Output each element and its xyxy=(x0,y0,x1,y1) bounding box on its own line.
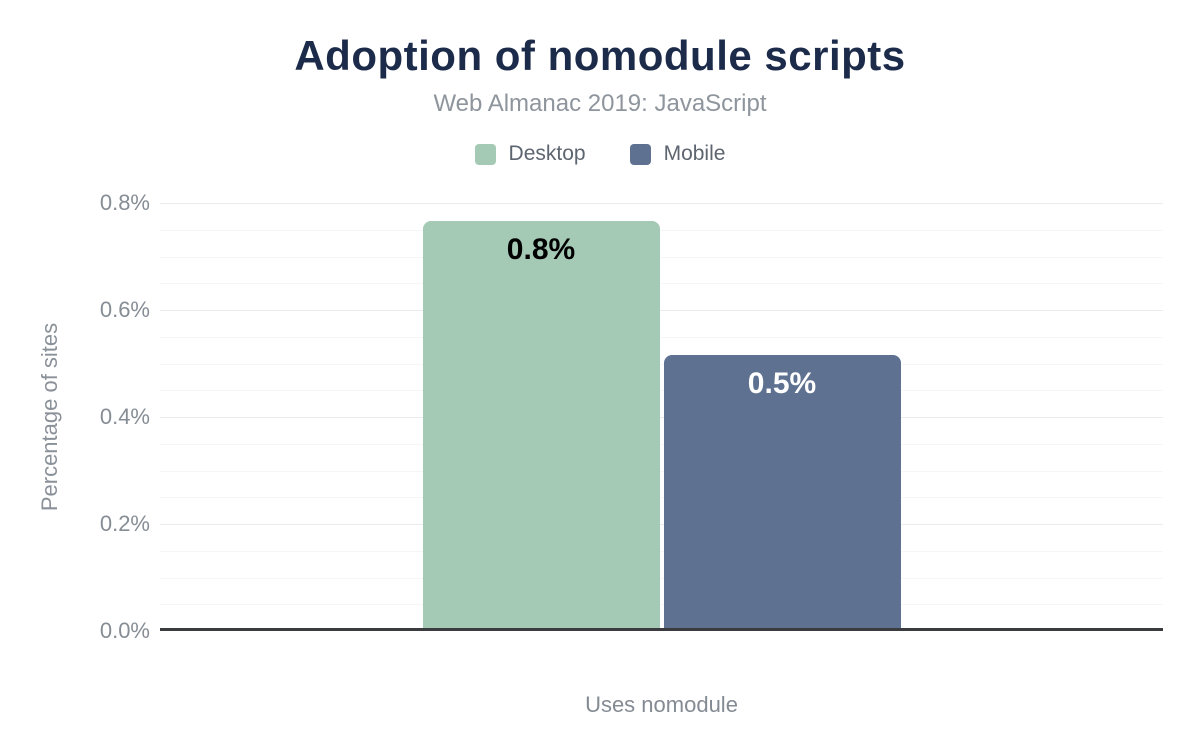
chart-subtitle: Web Almanac 2019: JavaScript xyxy=(433,90,767,117)
x-axis-title: Uses nomodule xyxy=(585,692,738,717)
chart-title: Adoption of nomodule scripts xyxy=(294,32,906,79)
legend-label-mobile: Mobile xyxy=(663,142,726,165)
major-gridline xyxy=(160,203,1163,204)
major-gridline xyxy=(160,417,1163,418)
minor-gridline xyxy=(160,604,1163,606)
desktop-swatch-icon xyxy=(474,143,496,165)
legend-item-mobile[interactable]: Mobile xyxy=(629,142,726,166)
mobile-swatch-icon xyxy=(629,143,651,165)
minor-gridline xyxy=(160,443,1163,445)
minor-gridline xyxy=(160,256,1163,258)
plot-area: 0.8% 0.5% xyxy=(160,203,1163,631)
y-axis-tick-labels: 0.8% 0.6% 0.4% 0.2% 0.0% xyxy=(0,190,150,643)
major-gridline xyxy=(160,524,1163,525)
minor-gridline xyxy=(160,497,1163,499)
bar-mobile[interactable]: 0.5% xyxy=(663,355,901,628)
bar-data-label: 0.5% xyxy=(747,367,817,400)
bar-data-label: 0.8% xyxy=(506,233,576,266)
legend: Desktop Mobile xyxy=(0,142,1200,166)
minor-gridline xyxy=(160,363,1163,365)
minor-gridline xyxy=(160,550,1163,552)
y-tick-label: 0.4% xyxy=(99,404,150,429)
bar-desktop[interactable]: 0.8% xyxy=(422,221,660,628)
minor-gridline xyxy=(160,283,1163,285)
minor-gridline xyxy=(160,229,1163,231)
minor-gridline xyxy=(160,336,1163,338)
minor-gridline xyxy=(160,390,1163,392)
y-tick-label: 0.0% xyxy=(99,618,150,643)
minor-gridline xyxy=(160,577,1163,579)
y-tick-label: 0.2% xyxy=(99,511,150,536)
legend-item-desktop[interactable]: Desktop xyxy=(474,142,586,166)
y-tick-label: 0.8% xyxy=(99,190,150,215)
legend-label-desktop: Desktop xyxy=(508,142,586,165)
minor-gridline xyxy=(160,470,1163,472)
y-tick-label: 0.6% xyxy=(99,297,150,322)
major-gridline xyxy=(160,310,1163,311)
